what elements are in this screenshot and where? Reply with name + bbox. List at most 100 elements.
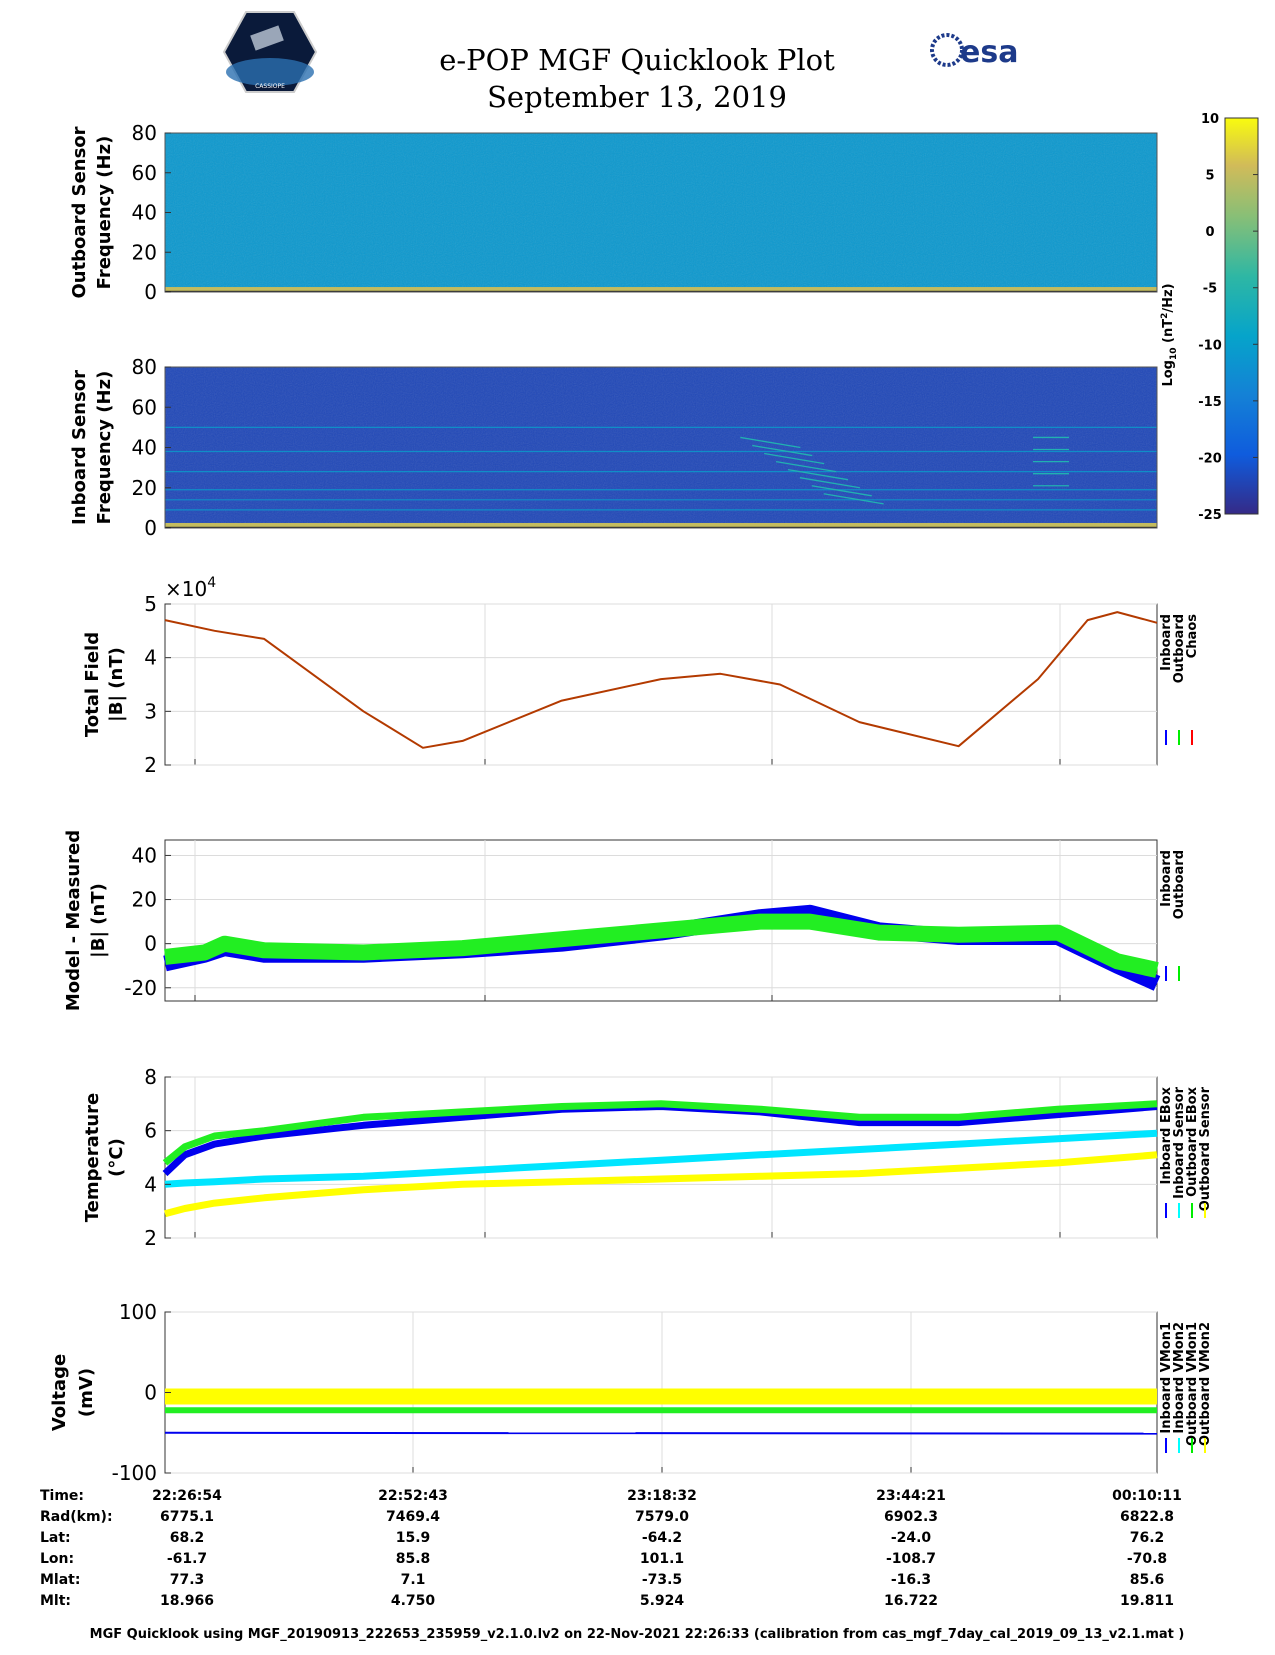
legend-label: Outboard (1172, 614, 1187, 683)
y-axis-label-units: (°C) (106, 1138, 127, 1177)
ephemeris-cell: 76.2 (1130, 1530, 1165, 1546)
ephemeris-cell: 85.8 (396, 1551, 431, 1567)
ephemeris-cell: -70.8 (1127, 1551, 1167, 1567)
y-axis-label-units: Frequency (Hz) (94, 136, 115, 290)
panel-outboard-spectrogram: 80 60 40 20 0 Outboard Sensor Frequency (Hz) (69, 121, 1158, 304)
ephemeris-cell: -108.7 (886, 1551, 936, 1567)
y-axis-label-units: |B| (nT) (106, 647, 127, 722)
y-tick-label: 60 (132, 395, 157, 419)
ephemeris-row-label: Lat: (40, 1530, 71, 1546)
legend-label: Inboard (1159, 850, 1174, 907)
y-tick-label: 60 (132, 161, 157, 185)
ephemeris-cell: 22:26:54 (152, 1488, 222, 1504)
colorbar-tick-label: -20 (1198, 451, 1222, 466)
ephemeris-cell: 6775.1 (160, 1509, 214, 1525)
zero-frequency-line (165, 526, 1157, 528)
colorbar-gradient (1224, 117, 1259, 515)
y-tick-label: 80 (132, 355, 157, 379)
y-tick-label: 8 (144, 1065, 157, 1089)
y-tick-label: -100 (112, 1461, 157, 1485)
colorbar-tick-label: -10 (1198, 338, 1222, 353)
emission-feature (775, 460, 837, 473)
ephemeris-cell: -61.7 (167, 1551, 207, 1567)
ephemeris-table: Time: Rad(km): Lat: Lon: Mlat: Mlt: 22:26:54 67… (40, 1488, 1182, 1609)
y-tick-label: 100 (119, 1300, 157, 1324)
esa-logo: esa (930, 33, 1018, 70)
ephemeris-cell: 7.1 (401, 1572, 426, 1588)
series-outboard (164, 913, 1159, 978)
y-tick-label: 80 (132, 121, 157, 145)
emission-feature (787, 468, 849, 481)
y-tick-label: 0 (144, 280, 157, 304)
ephemeris-cell: 68.2 (170, 1530, 205, 1546)
y-axis-label-units: |B| (nT) (88, 883, 109, 958)
emission-feature (752, 444, 813, 457)
colorbar-ticks: 10 5 0 -5 -10 -15 -20 -25 (1198, 112, 1258, 523)
colorbar-tick-label: 0 (1205, 225, 1214, 240)
y-tick-label: 5 (144, 592, 157, 616)
ephemeris-cell: 7469.4 (386, 1509, 440, 1525)
footer-caption: MGF Quicklook using MGF_20190913_222653_… (90, 1627, 1185, 1642)
axis-exponent: ×104 (165, 575, 216, 601)
y-tick-label: 20 (132, 476, 157, 500)
ephemeris-row-label: Mlat: (40, 1572, 80, 1588)
ephemeris-cell: -24.0 (891, 1530, 932, 1546)
legend-label: Outboard VMon1 (1185, 1322, 1200, 1446)
y-tick-label: 2 (144, 1226, 157, 1250)
series-inboard-sensor (164, 1129, 1158, 1188)
emission-feature (799, 477, 860, 489)
ephemeris-cell: 18.966 (160, 1593, 214, 1609)
ephemeris-cell: -64.2 (642, 1530, 682, 1546)
y-axis-label: Outboard Sensor (69, 126, 90, 298)
ephemeris-cell: 4.750 (391, 1593, 436, 1609)
y-tick-label: 4 (144, 1172, 157, 1196)
ephemeris-cell: 77.3 (170, 1572, 205, 1588)
colorbar-tick-label: 5 (1205, 169, 1214, 184)
y-axis-label: Total Field (82, 632, 103, 737)
ephemeris-cell: 101.1 (640, 1551, 684, 1567)
legend-label: Chaos (1185, 614, 1200, 658)
y-tick-label: 2 (144, 753, 157, 777)
colorbar: 10 5 0 -5 -10 -15 -20 -25 Log10 (nT2/Hz) (1160, 112, 1259, 523)
series-inboard-vmon1 (164, 1431, 1158, 1435)
emission-feature (823, 493, 884, 505)
legend-label: Outboard Sensor (1198, 1086, 1213, 1211)
y-axis-label: Temperature (82, 1093, 103, 1222)
colorbar-label: Log10 (nT2/Hz) (1160, 283, 1179, 386)
zero-frequency-line (165, 290, 1157, 292)
colorbar-tick-label: 10 (1201, 112, 1219, 127)
y-tick-label: 6 (144, 1119, 157, 1143)
y-tick-label: 40 (132, 843, 157, 867)
ephemeris-cell: 19.811 (1120, 1593, 1174, 1609)
y-axis-label: Model - Measured (63, 830, 84, 1011)
ephemeris-cell: 23:44:21 (876, 1488, 946, 1504)
ephemeris-cell: 5.924 (640, 1593, 685, 1609)
y-axis-label-units: Frequency (Hz) (94, 371, 115, 525)
y-tick-label: 3 (144, 699, 157, 723)
ephemeris-cell: 22:52:43 (378, 1488, 448, 1504)
ephemeris-cell: 16.722 (884, 1593, 938, 1609)
ephemeris-row-label: Lon: (40, 1551, 74, 1567)
legend-label: Inboard (1159, 614, 1174, 671)
y-axis-label: Voltage (49, 1354, 70, 1431)
panel-inboard-spectrogram: 80 60 40 20 0 Inboard Sensor Frequency (Hz) (69, 355, 1158, 540)
legend-label: Outboard VMon2 (1198, 1322, 1213, 1446)
legend-label: Outboard (1172, 850, 1187, 919)
ephemeris-row-label: Time: (40, 1488, 84, 1504)
series-chaos (164, 611, 1158, 749)
y-tick-label: 4 (144, 646, 157, 670)
y-tick-label: 40 (132, 201, 157, 225)
ephemeris-cell: 85.6 (1130, 1572, 1165, 1588)
ephemeris-cell: 23:18:32 (627, 1488, 697, 1504)
ephemeris-cell: -73.5 (642, 1572, 682, 1588)
emission-feature (811, 485, 872, 497)
legend-label: Inboard VMon1 (1159, 1322, 1174, 1434)
ephemeris-row-label: Rad(km): (40, 1509, 113, 1525)
colorbar-tick-label: -25 (1198, 508, 1222, 523)
colorbar-tick-label: -15 (1198, 395, 1222, 410)
legend-label: Inboard EBox (1159, 1086, 1174, 1184)
